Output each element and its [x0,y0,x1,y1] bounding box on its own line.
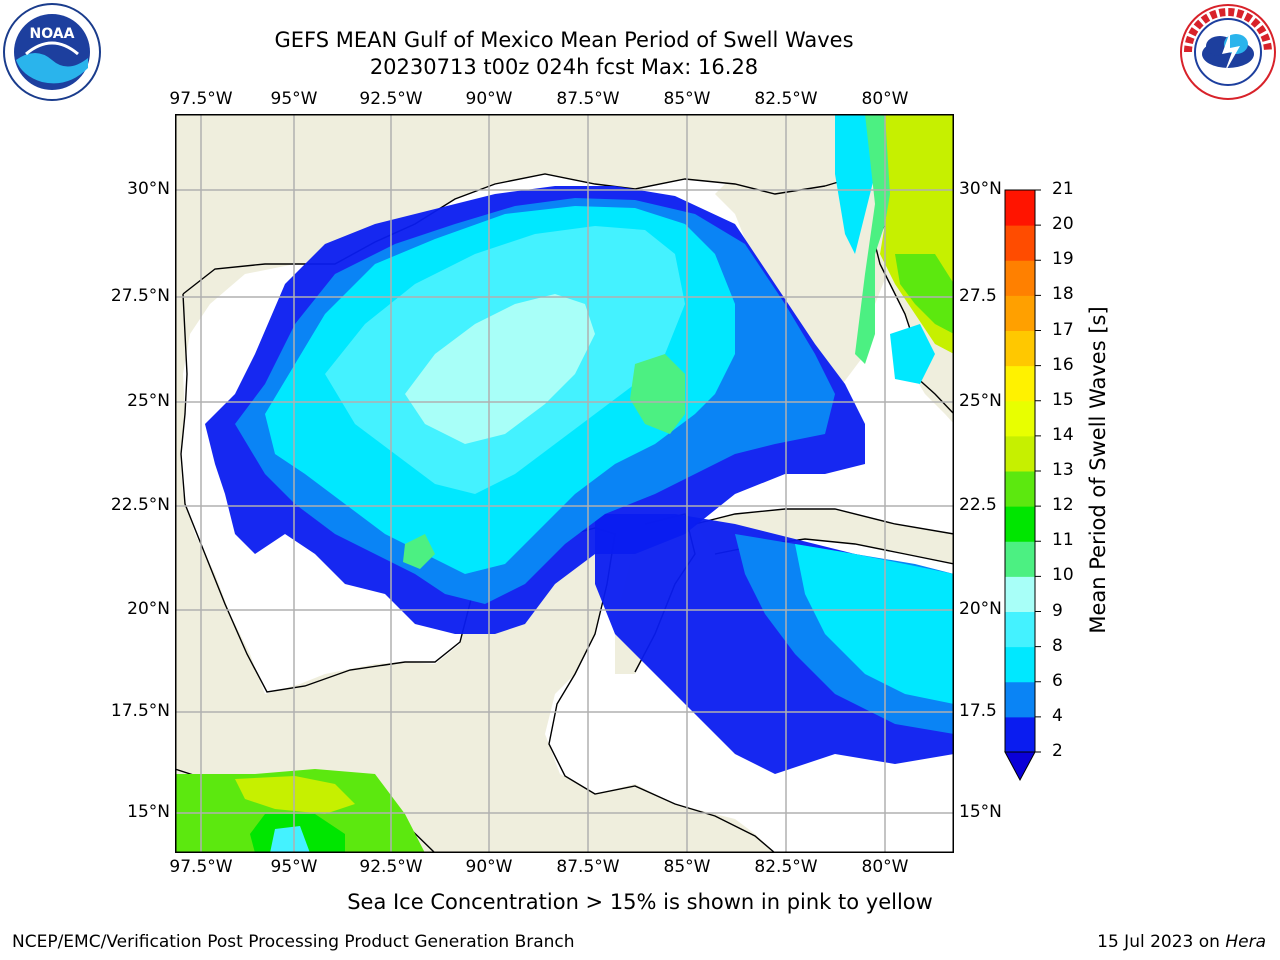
latitude-label-right: 15°N [959,802,1002,822]
chart-subtitle: 20230713 t00z 024h fcst Max: 16.28 [369,55,759,79]
colorbar [1000,186,1050,786]
longitude-label: 87.5°W [556,89,620,109]
colorbar-segment [1005,576,1035,612]
colorbar-segment [1005,716,1035,753]
chart-title: GEFS MEAN Gulf of Mexico Mean Period of … [274,28,854,52]
colorbar-segment [1005,295,1035,331]
longitude-label: 90°W [465,89,513,109]
colorbar-segment [1005,611,1035,648]
latitude-label-right: 20°N [959,599,1002,619]
footer-date-text: 15 Jul 2023 on [1097,932,1226,952]
colorbar-tick-label: 10 [1052,565,1074,586]
colorbar-tick-label: 14 [1052,424,1074,445]
swell-band-10 [630,354,685,434]
swell-band-9 [405,294,595,444]
latitude-label-right: 27.5 [959,286,997,306]
map-panel [175,114,954,853]
colorbar-tick-label: 19 [1052,249,1074,270]
caribbean-swell [175,769,425,853]
latitude-label-right: 30°N [959,179,1002,199]
colorbar-tick-label: 21 [1052,179,1074,199]
colorbar-extend-arrow [1004,751,1036,782]
swell-band-6-east [795,544,954,704]
colorbar-tick-label: 8 [1052,635,1063,656]
latitude-label: 22.5°N [110,495,170,515]
longitude-label: 80°W [861,857,909,877]
longitude-label: 97.5°W [169,89,233,109]
colorbar-segment [1005,365,1035,402]
colorbar-tick-label: 20 [1052,214,1074,235]
colorbar-tick-label: 11 [1052,530,1074,551]
longitude-label: 90°W [465,857,513,877]
latitude-label: 20°N [127,599,170,619]
colorbar-segment [1005,330,1035,367]
nws-logo [1178,2,1278,102]
colorbar-segment [1005,225,1035,261]
longitude-label: 92.5°W [359,857,423,877]
latitude-label-right: 17.5 [959,701,997,721]
longitude-label: 97.5°W [169,857,233,877]
latitude-label-right: 22.5 [959,495,997,515]
latitude-label-right: 25°N [959,391,1002,411]
graticule [175,114,954,853]
colorbar-tick-label: 12 [1052,495,1074,516]
colorbar-tick-label: 13 [1052,460,1074,480]
colorbar-tick-label: 6 [1052,670,1063,691]
latitude-label: 15°N [127,802,170,822]
colorbar-tick-label: 2 [1052,741,1063,761]
map-frame [175,114,954,853]
longitude-label: 87.5°W [556,857,620,877]
latitude-label: 30°N [127,179,170,199]
swell-band-10-south [403,534,435,569]
colorbar-tick-label: 4 [1052,705,1063,726]
colorbar-tick-label: 16 [1052,354,1074,375]
colorbar-segment [1005,471,1035,507]
footer-host: Hera [1225,932,1266,952]
longitude-label: 85°W [663,89,711,109]
latitude-label: 27.5°N [110,286,170,306]
colorbar-tick-label: 15 [1052,389,1074,410]
longitude-label: 85°W [663,857,711,877]
latitude-label: 25°N [127,391,170,411]
noaa-logo-text: NOAA [30,26,75,42]
colorbar-segment [1005,681,1035,718]
colorbar-segment [1005,646,1035,683]
noaa-logo: NOAA [2,2,102,102]
colorbar-segment [1005,506,1035,542]
footer-credit: NCEP/EMC/Verification Post Processing Pr… [12,932,575,952]
colorbar-title: Mean Period of Swell Waves [s] [1086,306,1110,634]
colorbar-segment [1005,541,1035,577]
colorbar-segment [1005,190,1035,226]
longitude-label: 92.5°W [359,89,423,109]
latitude-label: 17.5°N [110,701,170,721]
colorbar-segment [1005,435,1035,472]
colorbar-segment [1005,260,1035,296]
sea-ice-note: Sea Ice Concentration > 15% is shown in … [347,890,933,914]
colorbar-tick-label: 9 [1052,600,1063,621]
longitude-label: 82.5°W [754,89,818,109]
footer-date: 15 Jul 2023 on Hera [1097,932,1266,952]
swell-field [205,186,954,774]
longitude-label: 95°W [270,857,318,877]
colorbar-segment [1005,400,1035,437]
longitude-label: 82.5°W [754,857,818,877]
longitude-label: 95°W [270,89,318,109]
longitude-label: 80°W [861,89,909,109]
colorbar-tick-label: 18 [1052,284,1074,305]
colorbar-tick-label: 17 [1052,319,1074,340]
